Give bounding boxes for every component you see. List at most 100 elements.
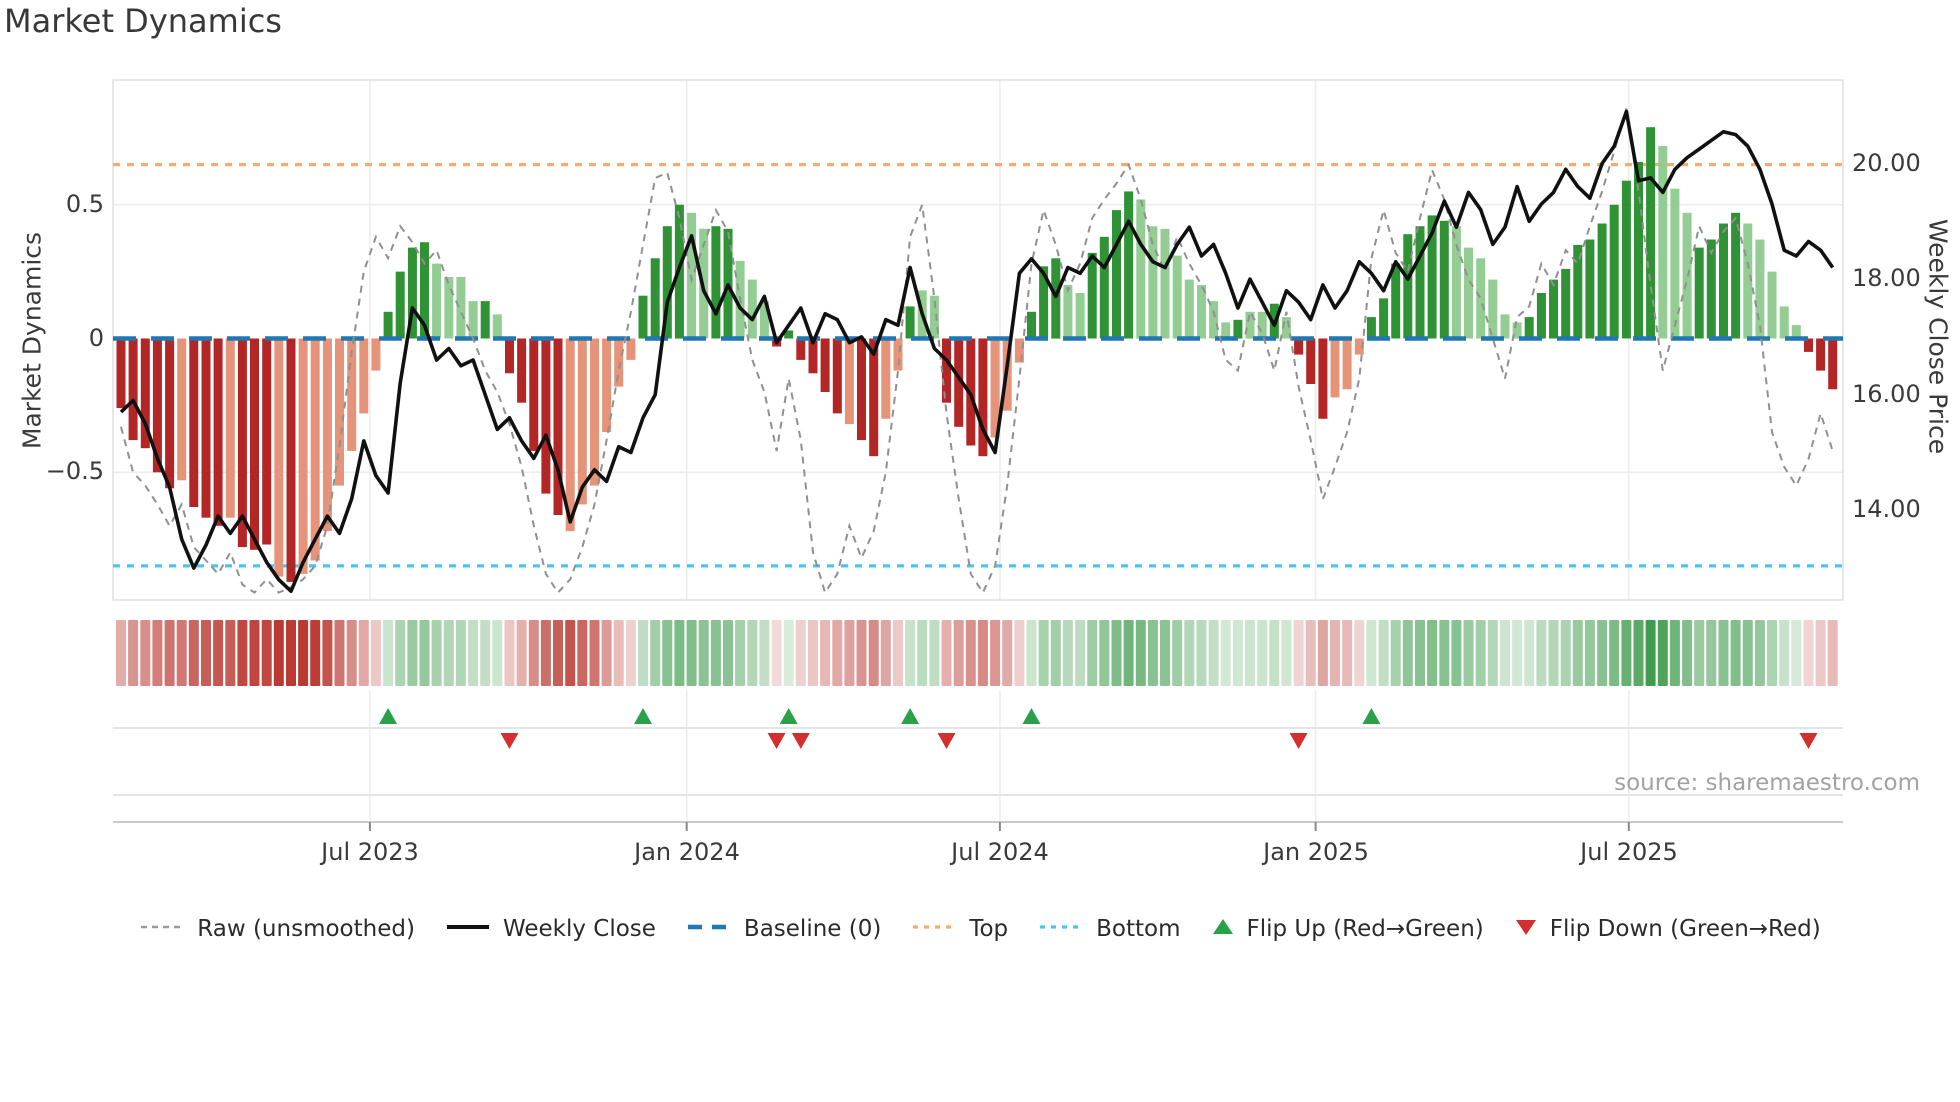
heatmap-cell <box>540 620 551 686</box>
oscillator-bar <box>1197 285 1206 339</box>
oscillator-bar <box>201 338 211 518</box>
legend-label: Flip Down (Green→Red) <box>1549 916 1821 942</box>
oscillator-bar <box>189 338 199 507</box>
heatmap-cell <box>1366 620 1377 686</box>
heatmap-cell <box>455 620 466 686</box>
legend-label: Bottom <box>1096 916 1181 942</box>
heatmap-cell <box>1038 620 1049 686</box>
oscillator-bar <box>128 338 138 441</box>
right-axis-tick-label: 16.00 <box>1852 380 1921 408</box>
legend-label: Flip Up (Red→Green) <box>1246 916 1484 942</box>
oscillator-bar <box>1391 263 1401 339</box>
heatmap-cell <box>419 620 430 686</box>
oscillator-bar <box>1233 319 1243 339</box>
oscillator-bar <box>165 338 175 489</box>
heatmap-cell <box>795 620 806 686</box>
flip-up-marker <box>634 708 653 724</box>
x-axis-tick-label: Jul 2024 <box>951 838 1049 866</box>
heatmap-cell <box>893 620 903 686</box>
oscillator-bar <box>1694 247 1704 339</box>
heatmap-cell <box>1342 620 1353 686</box>
heatmap-cell <box>1415 620 1425 686</box>
weekly-close-line <box>119 109 1835 594</box>
heatmap-cell <box>225 620 236 686</box>
heatmap-cell <box>1075 620 1086 686</box>
oscillator-bar <box>590 338 599 486</box>
oscillator-bar <box>1561 268 1571 339</box>
oscillator-bar <box>565 338 575 532</box>
oscillator-bar <box>468 301 478 339</box>
oscillator-bar <box>662 226 672 339</box>
heatmap-cell <box>1803 620 1814 686</box>
heatmap-cell <box>443 620 454 686</box>
heatmap-cell <box>188 620 199 686</box>
flip-down-marker <box>937 733 956 749</box>
legend-label: Top <box>969 916 1009 942</box>
oscillator-bar <box>857 338 866 441</box>
heatmap-cell <box>844 620 855 686</box>
oscillator-bar <box>407 247 417 339</box>
legend-label: Weekly Close <box>502 916 656 942</box>
heatmap-cell <box>1135 620 1146 686</box>
heatmap-cell <box>1548 620 1559 686</box>
heatmap-cell <box>1330 620 1340 686</box>
source-credit: source: sharemaestro.com <box>1614 770 1920 796</box>
oscillator-bar <box>177 338 187 481</box>
oscillator-bar <box>1136 199 1146 339</box>
heatmap-cell <box>856 620 867 686</box>
heatmap-cell <box>1123 620 1134 686</box>
oscillator-bar <box>1039 266 1049 339</box>
dot-orange-legend-icon <box>911 917 957 941</box>
oscillator-bar <box>420 242 429 339</box>
right-axis-tick-label: 20.00 <box>1852 149 1921 177</box>
flip-up-marker <box>379 708 398 724</box>
tri-down-legend-icon <box>1514 917 1538 941</box>
oscillator-bar <box>1828 338 1838 390</box>
oscillator-bar <box>1245 311 1255 339</box>
oscillator-bar <box>1427 215 1437 339</box>
page-title: Market Dynamics <box>4 2 282 40</box>
oscillator-bar <box>1184 279 1194 339</box>
heatmap-cell <box>1099 620 1110 686</box>
oscillator-bar <box>1670 188 1680 339</box>
heatmap-cell <box>1645 620 1656 686</box>
oscillator-bar <box>1124 191 1134 339</box>
oscillator-bar <box>1476 258 1486 339</box>
heatmap-cell <box>1269 620 1280 686</box>
flip-up-marker <box>1362 708 1381 724</box>
oscillator-bar <box>347 338 357 451</box>
oscillator-bar <box>905 306 915 339</box>
oscillator-bar <box>1573 244 1583 339</box>
oscillator-bar <box>1209 301 1219 339</box>
oscillator-bar <box>929 295 939 339</box>
oscillator-bar <box>808 338 818 374</box>
flip-down-marker <box>767 733 786 749</box>
oscillator-bar <box>444 277 454 339</box>
oscillator-bar <box>1087 252 1097 339</box>
heatmap-cell <box>383 620 394 686</box>
heatmap-cell <box>565 620 576 686</box>
oscillator-bar <box>1755 239 1765 339</box>
oscillator-bar <box>1658 145 1668 339</box>
oscillator-bar <box>650 258 660 339</box>
oscillator-bar <box>335 338 344 486</box>
heatmap-cell <box>832 620 843 686</box>
heatmap-cell <box>1317 620 1328 686</box>
oscillator-bar <box>759 301 769 339</box>
heatmap-cell <box>1402 620 1413 686</box>
heatmap-cell <box>176 620 187 686</box>
oscillator-bar <box>140 338 150 449</box>
legend-item: Top <box>911 916 1008 942</box>
oscillator-bar <box>1379 298 1389 339</box>
heatmap-cell <box>1463 620 1474 686</box>
raw-line <box>120 108 1834 595</box>
heatmap-cell <box>990 620 1001 686</box>
oscillator-bar <box>1281 317 1291 339</box>
heatmap-cell <box>1014 620 1025 686</box>
oscillator-bar <box>1609 204 1619 339</box>
oscillator-bar <box>1804 338 1813 352</box>
flip-up-marker <box>1022 708 1041 724</box>
oscillator-bar <box>1488 279 1498 339</box>
oscillator-bar <box>942 338 951 403</box>
